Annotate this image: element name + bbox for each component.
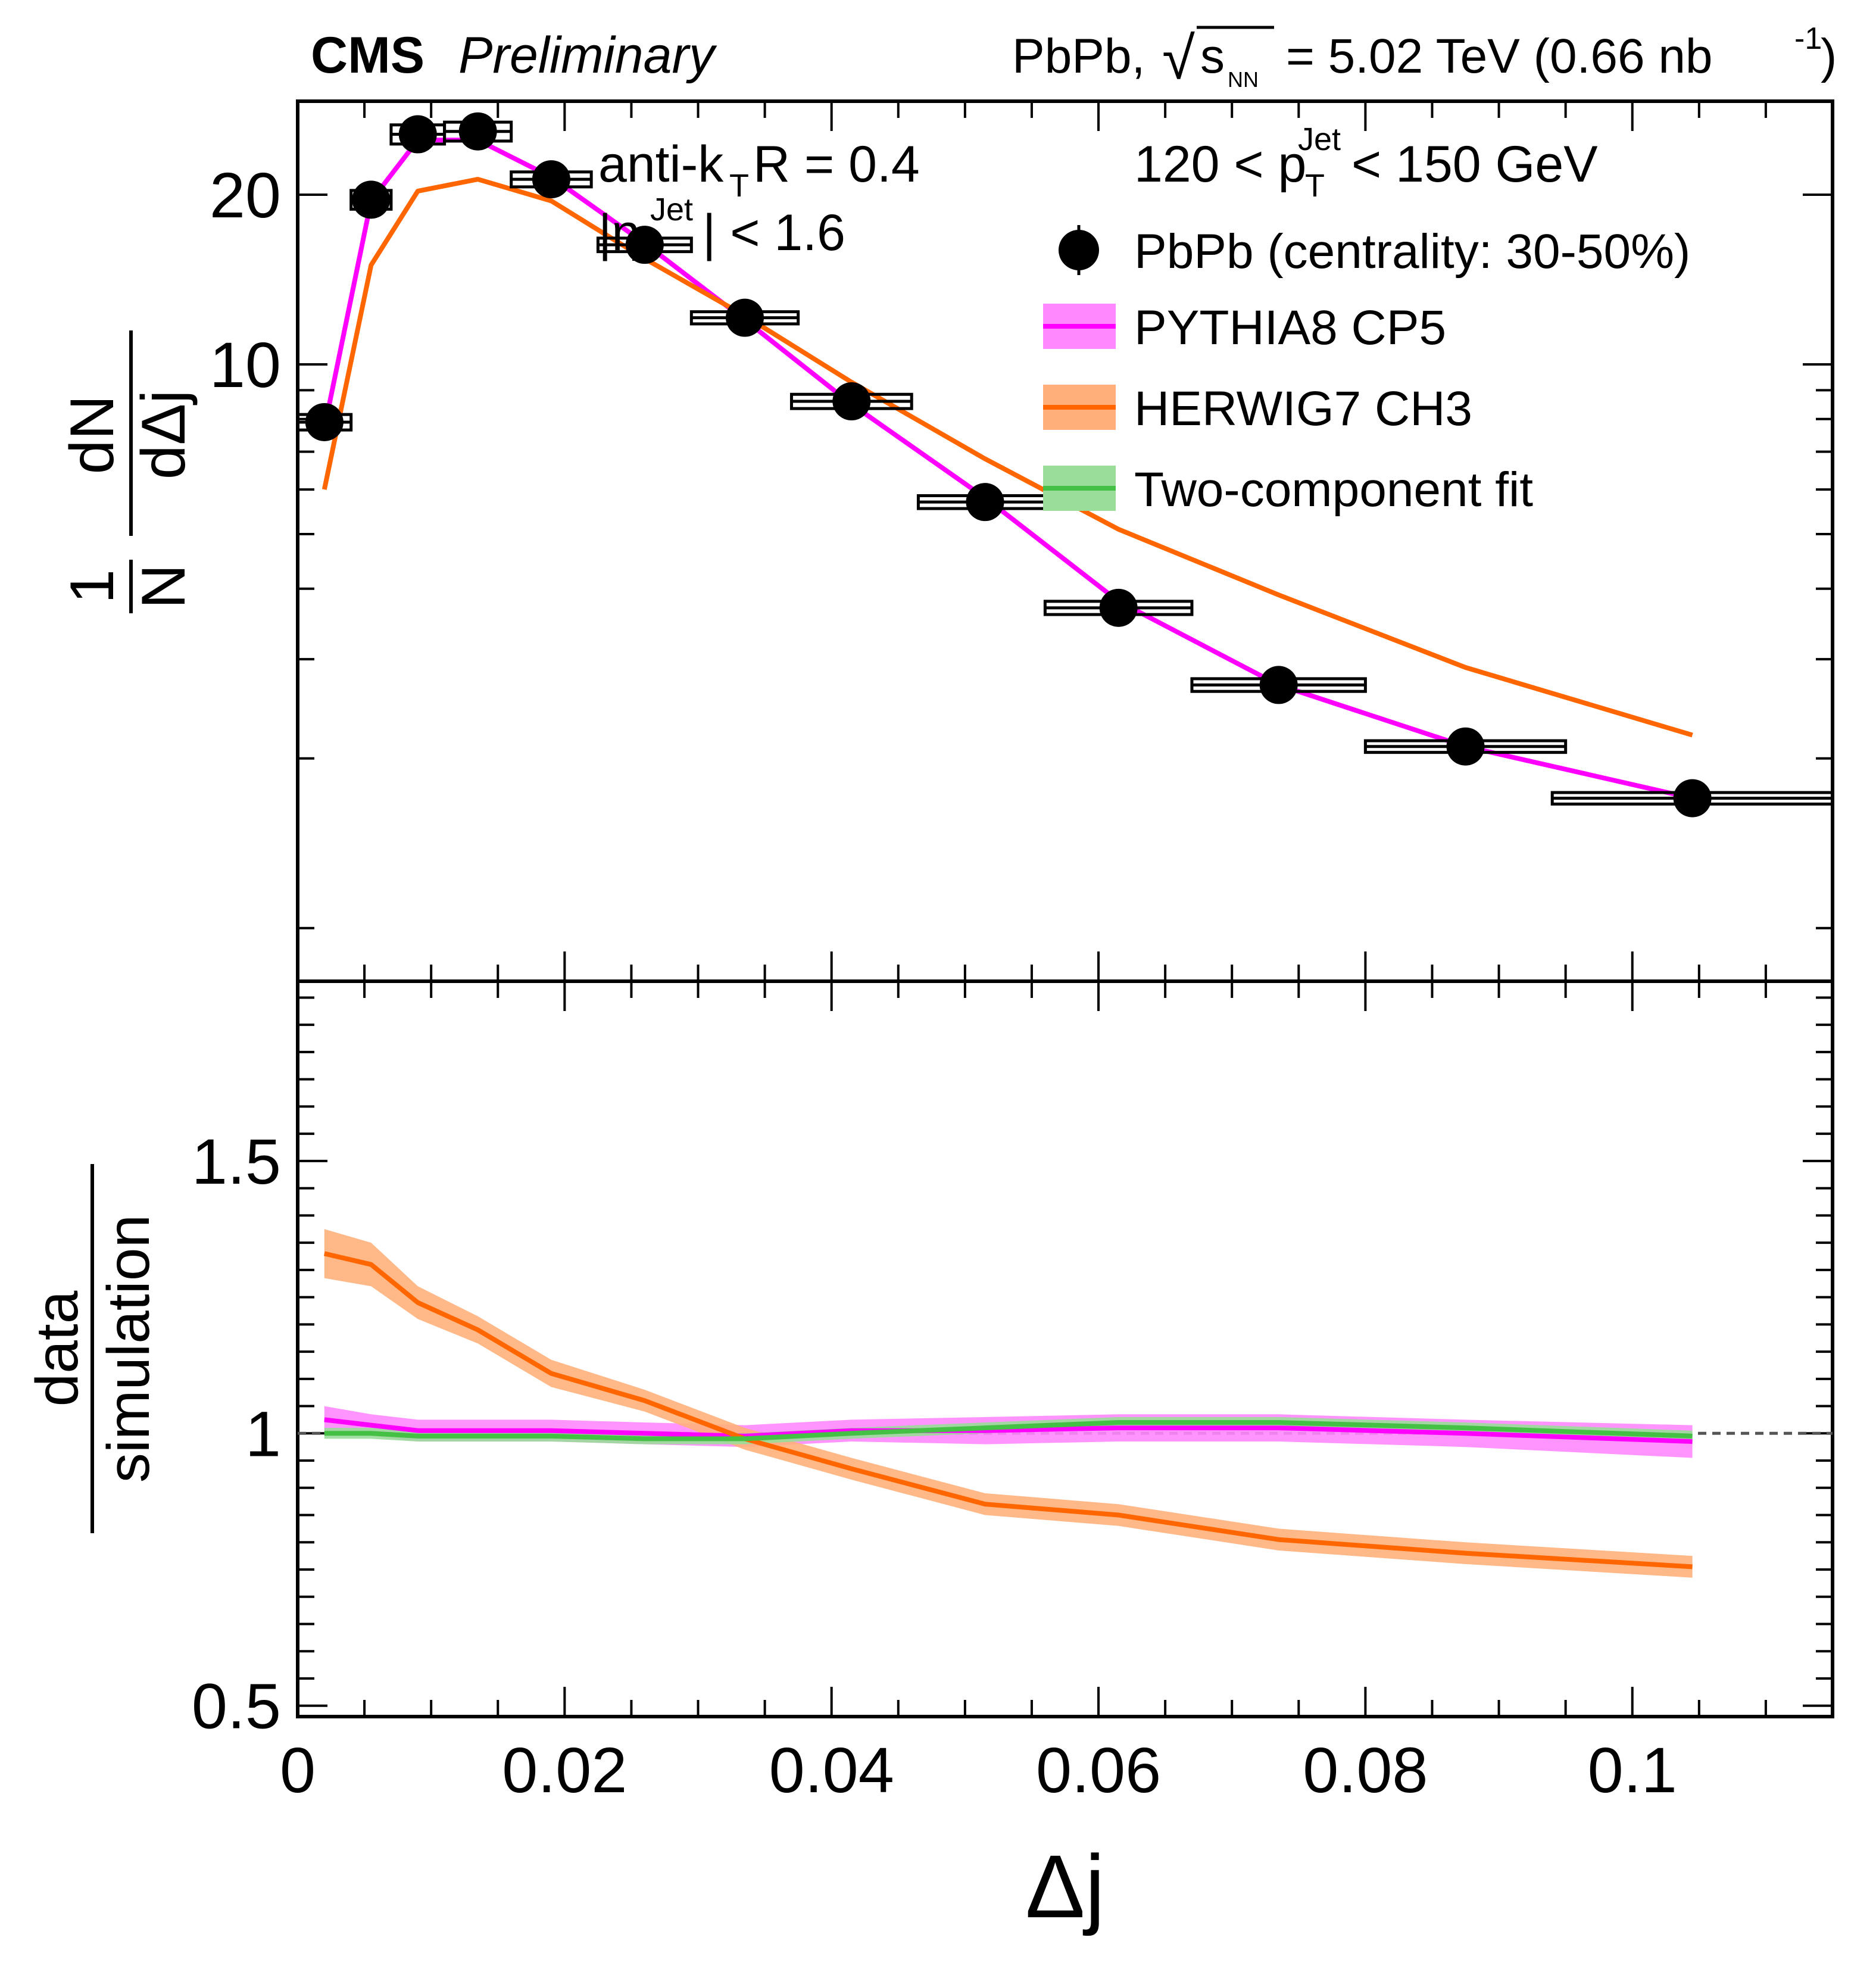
sqrt-symbol: √ (1162, 25, 1195, 92)
top-y-tick-label: 10 (210, 329, 281, 401)
bottom-y-tick-label: 0.5 (192, 1670, 281, 1742)
data-point (625, 226, 664, 264)
bottom-y-tick-label: 1.5 (192, 1125, 281, 1197)
x-tick-label: 0.06 (1036, 1734, 1161, 1806)
eta-label: |η (598, 204, 640, 261)
data-point (832, 382, 871, 421)
data-point (305, 403, 344, 441)
collision-system: PbPb, (1012, 29, 1145, 83)
pt-high: < 150 GeV (1351, 136, 1598, 193)
top-axis-ticks: 10 20 (210, 101, 1834, 981)
legend-entry-data: PbPb (centrality: 30-50%) (1059, 224, 1690, 279)
energy-lumi: = 5.02 TeV (0.66 nb (1286, 29, 1713, 83)
jet-annotation: anti-k T R = 0.4 |η Jet | < 1.6 120 < p … (598, 121, 1598, 261)
data-point (532, 160, 570, 199)
s-symbol: s (1200, 29, 1225, 83)
y-label-ddj: dΔj (129, 390, 198, 479)
pt-sup: Jet (1298, 121, 1341, 157)
data-point (352, 180, 391, 219)
y-label-dn: dN (58, 395, 127, 475)
pt-sub: T (1305, 168, 1325, 204)
data-point (398, 115, 437, 154)
top-y-tick-label: 20 (210, 159, 281, 231)
bottom-y-tick-label: 1 (245, 1397, 281, 1469)
legend-entry-herwig: HERWIG7 CH3 (1043, 382, 1472, 436)
data-point (966, 483, 1004, 522)
legend: PbPb (centrality: 30-50%) PYTHIA8 CP5 HE… (1043, 224, 1690, 517)
ratio-curve (324, 1417, 1693, 1444)
legend-data-label: PbPb (centrality: 30-50%) (1134, 224, 1690, 279)
eta-cut: | < 1.6 (703, 204, 845, 261)
eta-sup: Jet (650, 192, 693, 227)
legend-entry-fit: Two-component fit (1043, 463, 1533, 517)
bottom-axis-ticks: 0.5 1 1.5 0 0.02 0.04 0.06 0.08 0.1 (192, 981, 1834, 1806)
data-point (725, 298, 764, 337)
pt-low: 120 < p (1134, 136, 1306, 193)
lumi-close: ) (1821, 29, 1837, 83)
x-tick-label: 0.02 (502, 1734, 627, 1806)
x-tick-label: 0.04 (769, 1734, 894, 1806)
y-label-data: data (24, 1290, 90, 1406)
y-label-n: N (129, 564, 198, 609)
cms-label: CMS (311, 27, 424, 84)
x-tick-label: 0.08 (1303, 1734, 1428, 1806)
algo-sub: T (729, 168, 749, 204)
y-label-one: 1 (58, 569, 127, 604)
algo-radius: R = 0.4 (753, 136, 920, 193)
top-plot-area (296, 112, 1834, 818)
data-point (1673, 779, 1712, 818)
y-label-simulation: simulation (95, 1215, 162, 1483)
data-point (1099, 588, 1138, 627)
bottom-y-label: data simulation (24, 1164, 162, 1533)
legend-herwig-label: HERWIG7 CH3 (1134, 382, 1472, 436)
data-point (1259, 666, 1298, 704)
data-point (1446, 727, 1485, 766)
legend-entry-pythia: PYTHIA8 CP5 (1043, 301, 1446, 355)
ratio-band (324, 1229, 1693, 1578)
nn-subscript: NN (1228, 67, 1259, 92)
legend-fit-label: Two-component fit (1134, 463, 1533, 517)
x-tick-label: 0 (280, 1734, 316, 1806)
top-y-label: 1 N dN dΔj (58, 330, 198, 613)
algo-label: anti-k (598, 136, 724, 193)
collision-info: PbPb, √ s NN = 5.02 TeV (0.66 nb -1 ) (1012, 21, 1837, 92)
bottom-panel-frame (296, 979, 1834, 1718)
data-point (458, 112, 497, 151)
lumi-exponent: -1 (1794, 21, 1822, 56)
preliminary-label: Preliminary (458, 27, 717, 84)
x-tick-label: 0.1 (1588, 1734, 1677, 1806)
legend-pythia-label: PYTHIA8 CP5 (1134, 301, 1446, 355)
bottom-plot-area (298, 1229, 1833, 1578)
ratio-curve (323, 1251, 1693, 1570)
ratio-curve (324, 1420, 1693, 1442)
x-axis-label: Δj (1025, 1836, 1105, 1936)
